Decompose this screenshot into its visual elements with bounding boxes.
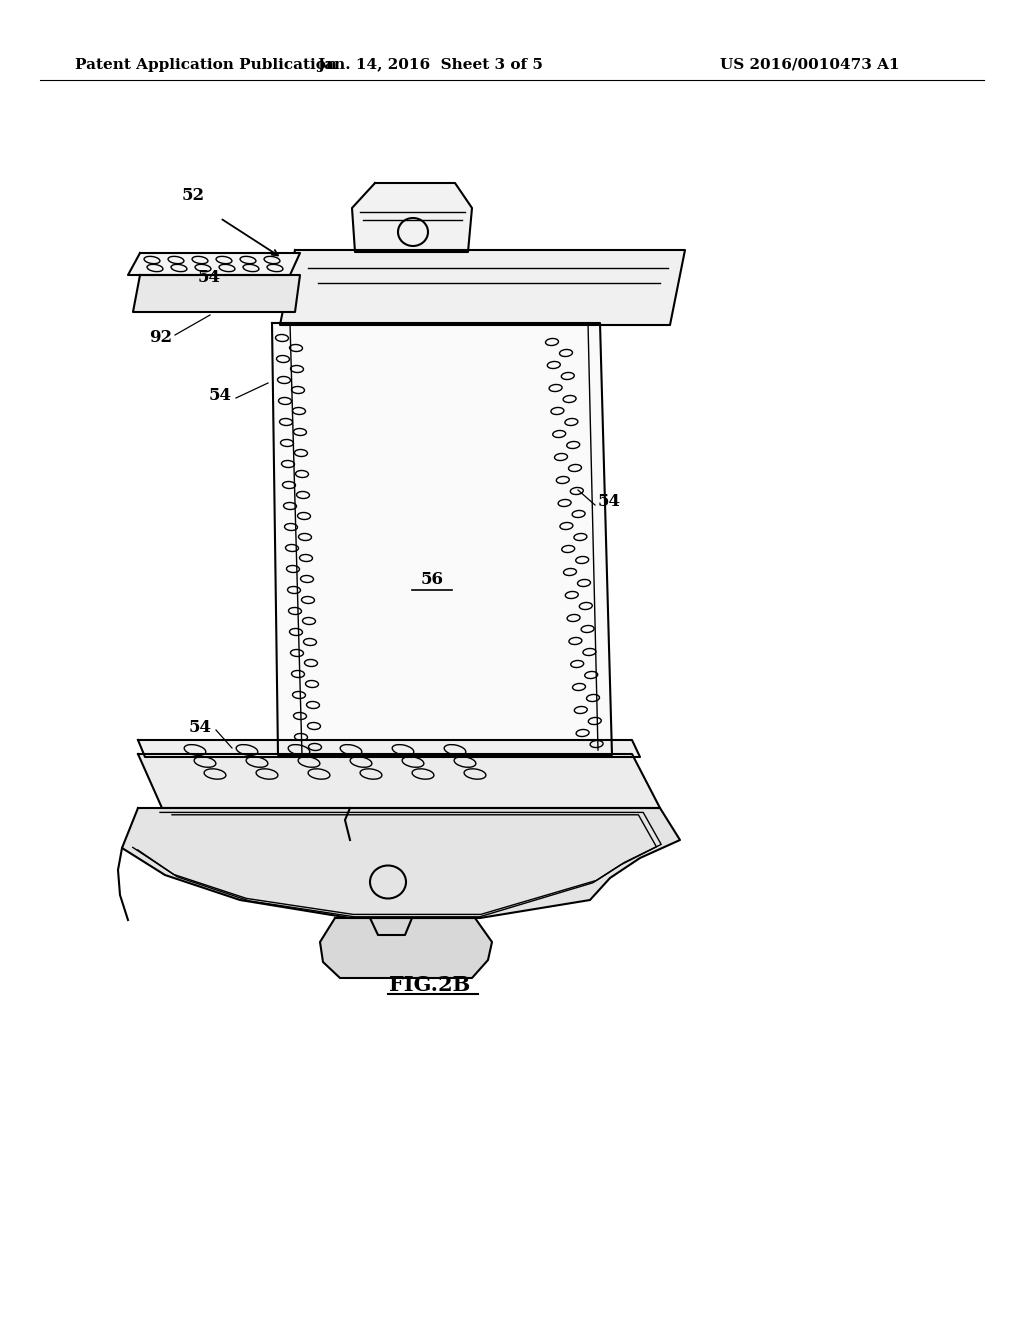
Polygon shape (138, 741, 640, 756)
Polygon shape (352, 183, 472, 252)
Text: FIG.2B: FIG.2B (389, 975, 471, 995)
Text: Jan. 14, 2016  Sheet 3 of 5: Jan. 14, 2016 Sheet 3 of 5 (317, 58, 543, 73)
Text: 56: 56 (421, 572, 443, 589)
Polygon shape (272, 323, 612, 755)
Text: Patent Application Publication: Patent Application Publication (75, 58, 337, 73)
Polygon shape (122, 808, 680, 917)
Polygon shape (133, 275, 300, 312)
Text: 54: 54 (189, 719, 212, 737)
Polygon shape (319, 917, 492, 978)
Text: 54: 54 (598, 494, 621, 511)
Text: 54: 54 (209, 387, 232, 404)
Text: 52: 52 (181, 187, 205, 205)
Text: 92: 92 (148, 330, 172, 346)
Polygon shape (128, 253, 300, 275)
Polygon shape (138, 754, 660, 808)
Text: 54: 54 (198, 268, 221, 285)
Text: US 2016/0010473 A1: US 2016/0010473 A1 (720, 58, 900, 73)
Polygon shape (280, 249, 685, 325)
